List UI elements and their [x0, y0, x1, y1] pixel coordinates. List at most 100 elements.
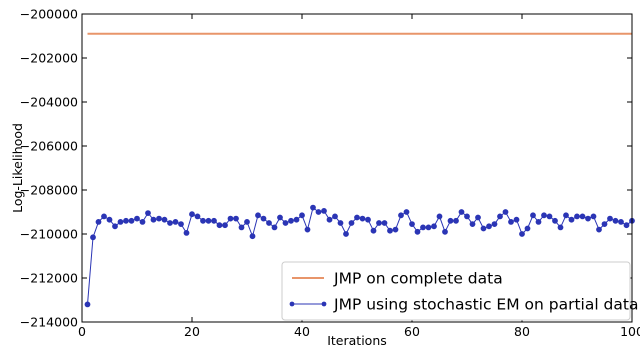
- data-point: [244, 219, 250, 225]
- data-point: [293, 216, 300, 223]
- axes-frame: [81, 13, 633, 323]
- data-point: [491, 221, 498, 228]
- x-tick-label: 80: [514, 324, 530, 339]
- data-point: [332, 213, 338, 220]
- data-point: [469, 221, 476, 228]
- data-point: [123, 217, 129, 224]
- data-point: [354, 214, 360, 221]
- data-point: [607, 215, 613, 222]
- legend-label-1: JMP using stochastic EM on partial data: [333, 296, 638, 314]
- data-point: [557, 224, 564, 231]
- data-point: [183, 230, 190, 236]
- data-point: [95, 219, 102, 225]
- series-layer: [84, 32, 635, 308]
- data-point: [348, 220, 355, 226]
- y-axis-label: Log-Likelihood: [10, 123, 25, 213]
- data-point: [178, 221, 184, 228]
- data-point: [156, 215, 162, 222]
- data-point: [612, 217, 619, 224]
- legend-marker: [289, 301, 295, 307]
- y-tick-label: −212000: [20, 271, 78, 286]
- data-point: [321, 208, 327, 214]
- data-point: [579, 213, 586, 220]
- data-point: [497, 213, 503, 220]
- data-point: [453, 217, 459, 224]
- data-point: [167, 220, 173, 226]
- data-point: [172, 219, 179, 225]
- data-point: [271, 224, 278, 231]
- data-point: [574, 213, 580, 220]
- data-point: [590, 213, 597, 220]
- legend-marker: [321, 301, 327, 307]
- x-axis-label: Iterations: [327, 333, 387, 348]
- data-point: [623, 222, 630, 229]
- data-point: [315, 209, 322, 215]
- data-point: [106, 216, 113, 223]
- x-tick-label: 20: [184, 324, 200, 339]
- data-point: [392, 226, 399, 233]
- data-point: [343, 231, 349, 237]
- data-point: [211, 217, 217, 224]
- data-point: [282, 220, 289, 226]
- data-point: [304, 226, 311, 233]
- data-point: [260, 215, 267, 222]
- data-point: [150, 216, 157, 223]
- legend: JMP on complete data JMP using stochastic…: [281, 261, 638, 321]
- data-point: [618, 219, 624, 225]
- data-point: [403, 209, 410, 215]
- axes-layer: 0 20 40 60 80 100 −214000 −212000 −210000 −208000…: [10, 7, 640, 349]
- data-point: [425, 224, 432, 231]
- data-point: [519, 231, 525, 237]
- data-point: [139, 219, 146, 225]
- data-point: [480, 225, 487, 232]
- data-point: [508, 219, 514, 225]
- data-point: [464, 213, 470, 220]
- data-point: [530, 212, 536, 219]
- data-point: [337, 220, 344, 226]
- data-point: [134, 215, 140, 222]
- data-point: [552, 217, 558, 224]
- data-point: [299, 212, 305, 219]
- data-point: [310, 204, 316, 211]
- data-point: [222, 222, 228, 229]
- data-point: [227, 215, 234, 222]
- legend-box: [281, 261, 631, 321]
- data-point: [546, 213, 553, 220]
- data-point: [117, 219, 124, 225]
- data-point: [458, 209, 465, 215]
- data-point: [161, 216, 168, 223]
- data-point: [365, 216, 371, 223]
- data-point: [238, 224, 245, 231]
- data-point: [200, 217, 206, 224]
- data-point: [601, 221, 608, 228]
- data-point: [381, 220, 388, 226]
- y-tick-label: −206000: [20, 139, 78, 154]
- data-point: [442, 228, 448, 235]
- x-tick-label: 100: [620, 324, 640, 339]
- data-point: [486, 223, 492, 230]
- data-point: [326, 216, 333, 223]
- data-point: [568, 216, 575, 223]
- data-point: [90, 234, 96, 241]
- data-point: [447, 217, 454, 224]
- y-tick-label: −202000: [20, 51, 78, 66]
- data-point: [189, 211, 195, 218]
- y-tick-label: −210000: [20, 227, 78, 242]
- data-point: [370, 227, 377, 234]
- data-point: [205, 217, 212, 224]
- data-point: [266, 220, 272, 226]
- data-point: [359, 215, 366, 222]
- data-point: [541, 212, 547, 219]
- data-point: [112, 223, 118, 230]
- data-point: [277, 214, 283, 221]
- y-tick-label: −204000: [20, 95, 78, 110]
- data-point: [145, 210, 151, 217]
- data-point: [431, 223, 437, 230]
- data-point: [387, 227, 393, 234]
- data-point: [249, 233, 256, 240]
- data-point: [288, 217, 294, 224]
- legend-label-0: JMP on complete data: [333, 270, 503, 288]
- data-point: [585, 215, 591, 222]
- x-tick-label: 40: [294, 324, 310, 339]
- data-point: [563, 212, 569, 219]
